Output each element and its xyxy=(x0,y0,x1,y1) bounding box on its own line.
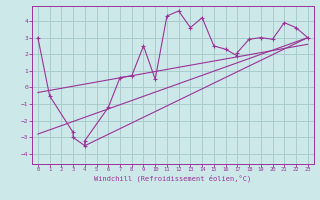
X-axis label: Windchill (Refroidissement éolien,°C): Windchill (Refroidissement éolien,°C) xyxy=(94,175,252,182)
